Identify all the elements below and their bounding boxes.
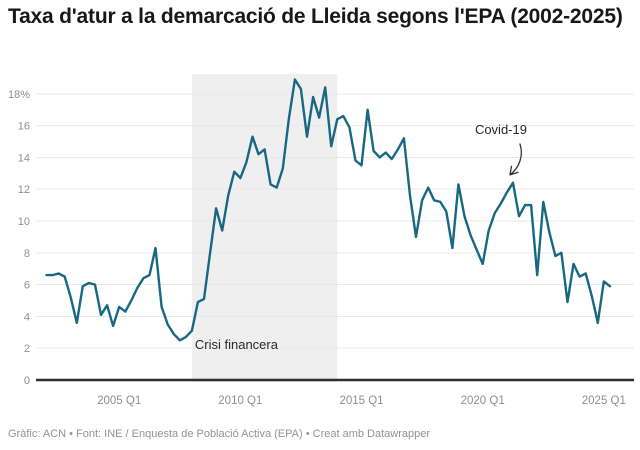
covid-label: Covid-19: [475, 122, 527, 137]
svg-text:14: 14: [18, 152, 30, 164]
svg-text:0: 0: [24, 375, 30, 387]
covid-arrow-icon: [509, 143, 523, 176]
svg-text:2: 2: [24, 343, 30, 355]
svg-text:10: 10: [18, 216, 30, 228]
y-gridlines: [36, 93, 634, 349]
svg-text:2020 Q1: 2020 Q1: [461, 395, 505, 407]
svg-text:4: 4: [24, 311, 30, 323]
svg-text:12: 12: [18, 184, 30, 196]
svg-text:18%: 18%: [8, 89, 30, 101]
svg-text:2015 Q1: 2015 Q1: [339, 395, 383, 407]
chart-title: Taxa d'atur a la demarcació de Lleida se…: [8, 5, 623, 28]
svg-text:6: 6: [24, 280, 30, 292]
svg-text:8: 8: [24, 248, 30, 260]
credit-line: Gràfic: ACN • Font: INE / Enquesta de Po…: [8, 428, 431, 440]
x-axis-labels: 2005 Q1 2010 Q1 2015 Q1 2020 Q1 2025 Q1: [97, 395, 626, 407]
svg-text:2025 Q1: 2025 Q1: [582, 395, 626, 407]
unemployment-line: [45, 78, 612, 342]
svg-text:2010 Q1: 2010 Q1: [218, 395, 262, 407]
covid-annotation: Covid-19: [475, 122, 527, 176]
svg-text:2005 Q1: 2005 Q1: [97, 395, 141, 407]
svg-text:16: 16: [18, 121, 30, 133]
crisis-range-label: Crisi financera: [195, 337, 279, 352]
y-axis-labels: 0 2 4 6 8 10 12 14 16 18%: [8, 89, 30, 387]
